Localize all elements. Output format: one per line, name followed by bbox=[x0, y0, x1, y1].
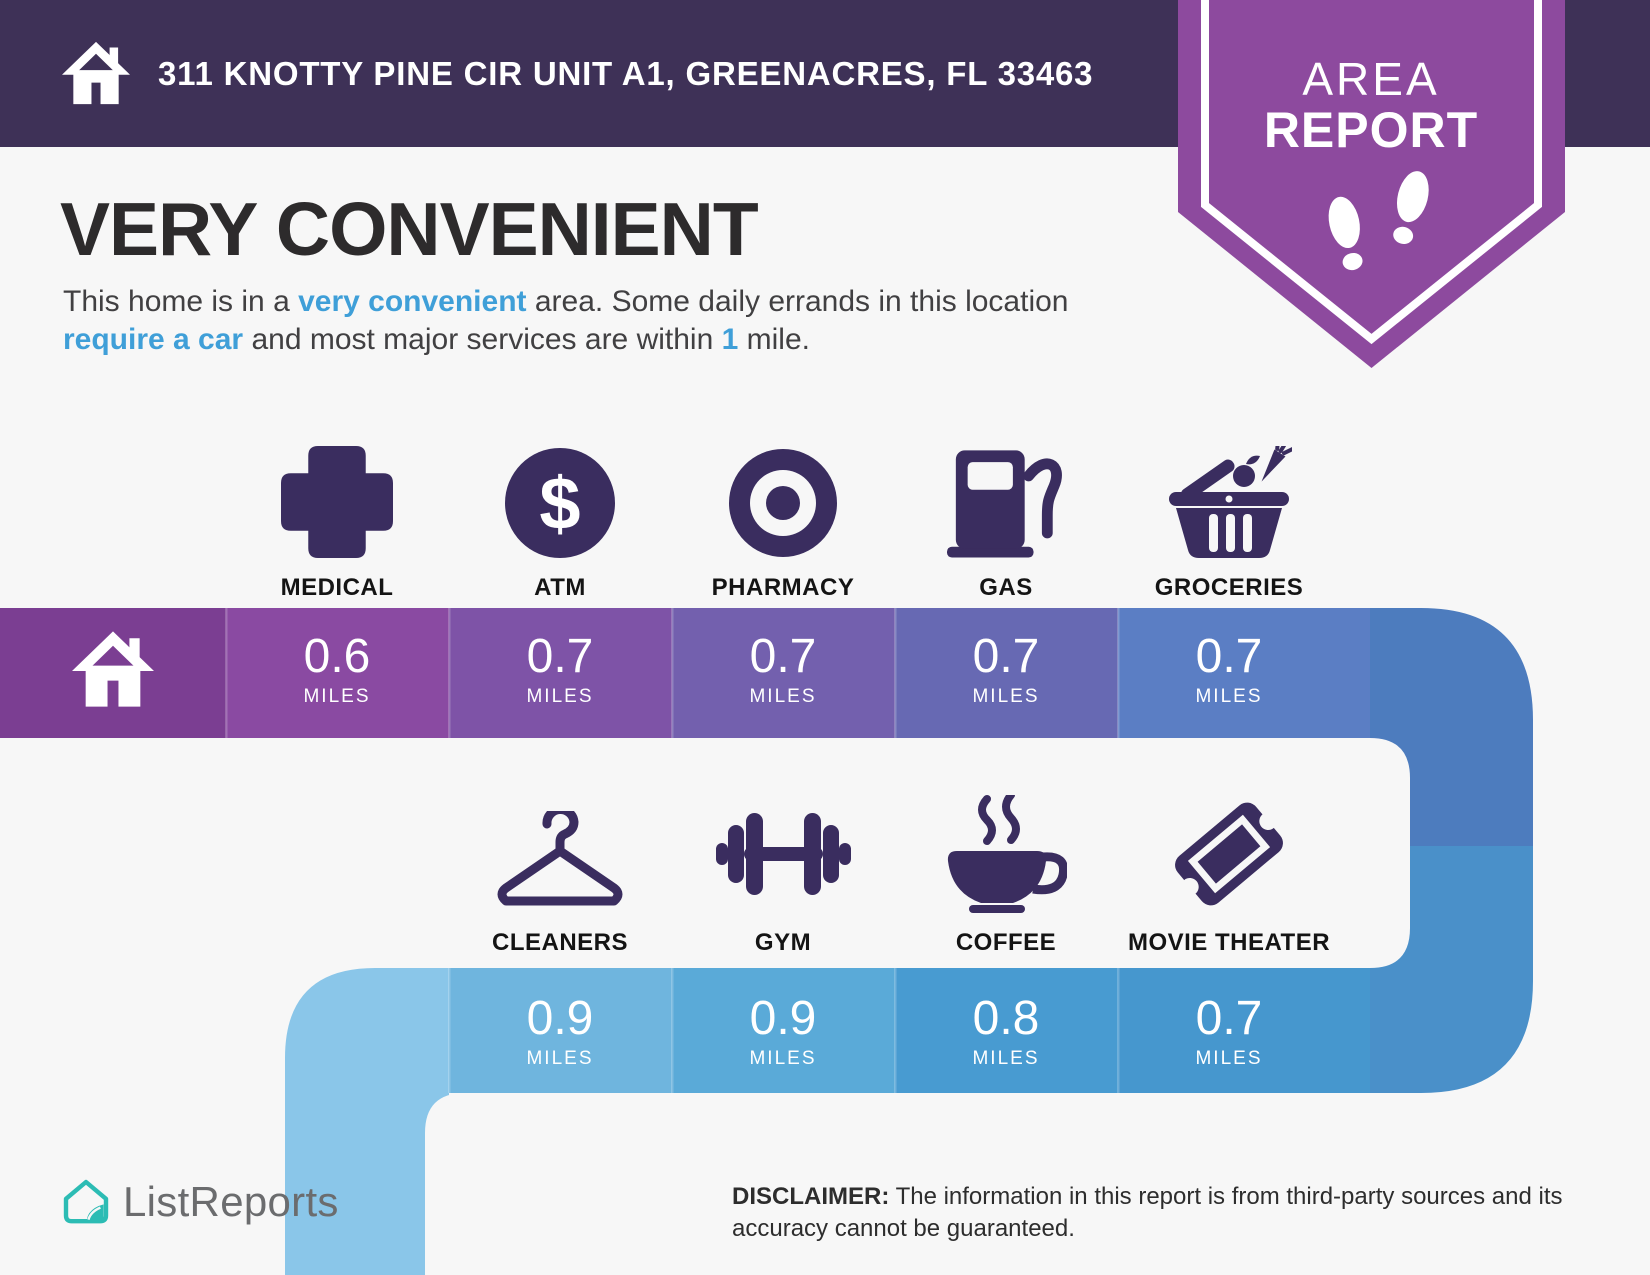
brand-name: ListReports bbox=[123, 1178, 339, 1225]
groceries-basket-icon bbox=[1169, 446, 1292, 558]
listreports-logo: ListReports bbox=[62, 1178, 339, 1226]
place-label: GAS bbox=[979, 574, 1033, 601]
distance-coffee: 0.8 MILES bbox=[972, 992, 1040, 1070]
place-pharmacy: PHARMACY bbox=[670, 440, 896, 602]
home-icon bbox=[62, 41, 130, 105]
distance-cleaners: 0.9 MILES bbox=[526, 992, 594, 1070]
place-cleaners: CLEANERS bbox=[447, 795, 673, 957]
distance-pharmacy: 0.7 MILES bbox=[749, 630, 817, 708]
segment-coffee bbox=[895, 968, 1118, 1093]
listreports-house-icon bbox=[63, 1179, 109, 1224]
distance-gym: 0.9 MILES bbox=[749, 992, 817, 1070]
place-label: GROCERIES bbox=[1154, 574, 1304, 601]
segment-gym bbox=[672, 968, 895, 1093]
place-gas: GAS bbox=[893, 440, 1119, 602]
atm-dollar-icon: $ bbox=[505, 448, 615, 558]
desc-part: This home is in a bbox=[63, 285, 299, 318]
badge-line1: AREA bbox=[1302, 53, 1439, 105]
badge-line2: REPORT bbox=[1264, 102, 1478, 158]
segment-pharmacy bbox=[672, 608, 895, 738]
area-report-badge: AREA REPORT bbox=[1178, 0, 1565, 368]
connector-lower bbox=[1370, 846, 1533, 1093]
place-label: PHARMACY bbox=[711, 574, 855, 601]
place-medical: MEDICAL bbox=[224, 440, 450, 602]
segment-movie bbox=[1118, 968, 1370, 1093]
disclaimer-text: The information in this report is from t… bbox=[732, 1183, 1563, 1242]
svg-text:$: $ bbox=[539, 462, 580, 545]
coffee-cup-icon bbox=[947, 795, 1067, 913]
distance-medical: 0.6 MILES bbox=[303, 630, 371, 708]
gas-pump-icon bbox=[947, 450, 1062, 558]
place-atm: $ ATM bbox=[447, 440, 673, 602]
pharmacy-target-icon bbox=[729, 449, 837, 557]
badge-shield bbox=[1178, 0, 1565, 368]
desc-part: and most major services are within bbox=[243, 323, 722, 356]
gym-dumbbell-icon bbox=[715, 813, 851, 895]
place-groceries: GROCERIES bbox=[1116, 440, 1342, 602]
movie-ticket-icon bbox=[1175, 802, 1283, 906]
segment-cleaners bbox=[449, 968, 672, 1093]
place-label: COFFEE bbox=[955, 929, 1057, 956]
segment-atm bbox=[449, 608, 672, 738]
disclaimer: DISCLAIMER: The information in this repo… bbox=[732, 1181, 1584, 1245]
segment-medical bbox=[226, 608, 449, 738]
place-movie-theater: MOVIE THEATER bbox=[1116, 795, 1342, 957]
desc-part: mile. bbox=[738, 323, 810, 356]
home-icon bbox=[72, 631, 154, 707]
page-title: VERY CONVENIENT bbox=[60, 187, 759, 271]
place-coffee: COFFEE bbox=[893, 795, 1119, 957]
segment-gas bbox=[895, 608, 1118, 738]
footprints-icon bbox=[1328, 171, 1429, 271]
disclaimer-label: DISCLAIMER: bbox=[732, 1183, 890, 1210]
connector-upper bbox=[1370, 608, 1533, 846]
segment-groceries bbox=[1118, 608, 1370, 738]
badge-inner-border bbox=[1201, 0, 1542, 345]
distance-ribbon bbox=[0, 608, 1533, 1275]
place-gym: GYM bbox=[670, 795, 896, 957]
medical-cross-icon bbox=[281, 446, 393, 558]
desc-highlight: very convenient bbox=[298, 285, 527, 318]
ribbon-tail bbox=[285, 968, 449, 1275]
place-label: GYM bbox=[754, 929, 812, 956]
distance-atm: 0.7 MILES bbox=[526, 630, 594, 708]
desc-part: area. Some daily errands in this locatio… bbox=[526, 285, 1069, 318]
place-label: MEDICAL bbox=[280, 574, 394, 601]
property-address: 311 KNOTTY PINE CIR UNIT A1, GREENACRES,… bbox=[158, 54, 1094, 92]
distance-movie: 0.7 MILES bbox=[1195, 992, 1263, 1070]
cleaners-hanger-icon bbox=[497, 811, 623, 906]
place-label: MOVIE THEATER bbox=[1127, 929, 1331, 956]
area-description: This home is in a very convenient area. … bbox=[63, 283, 1113, 359]
place-label: CLEANERS bbox=[491, 929, 628, 956]
place-label: ATM bbox=[534, 574, 586, 601]
distance-groceries: 0.7 MILES bbox=[1195, 630, 1263, 708]
desc-highlight: require a car bbox=[63, 323, 244, 356]
distance-gas: 0.7 MILES bbox=[972, 630, 1040, 708]
desc-highlight: 1 bbox=[721, 323, 739, 356]
